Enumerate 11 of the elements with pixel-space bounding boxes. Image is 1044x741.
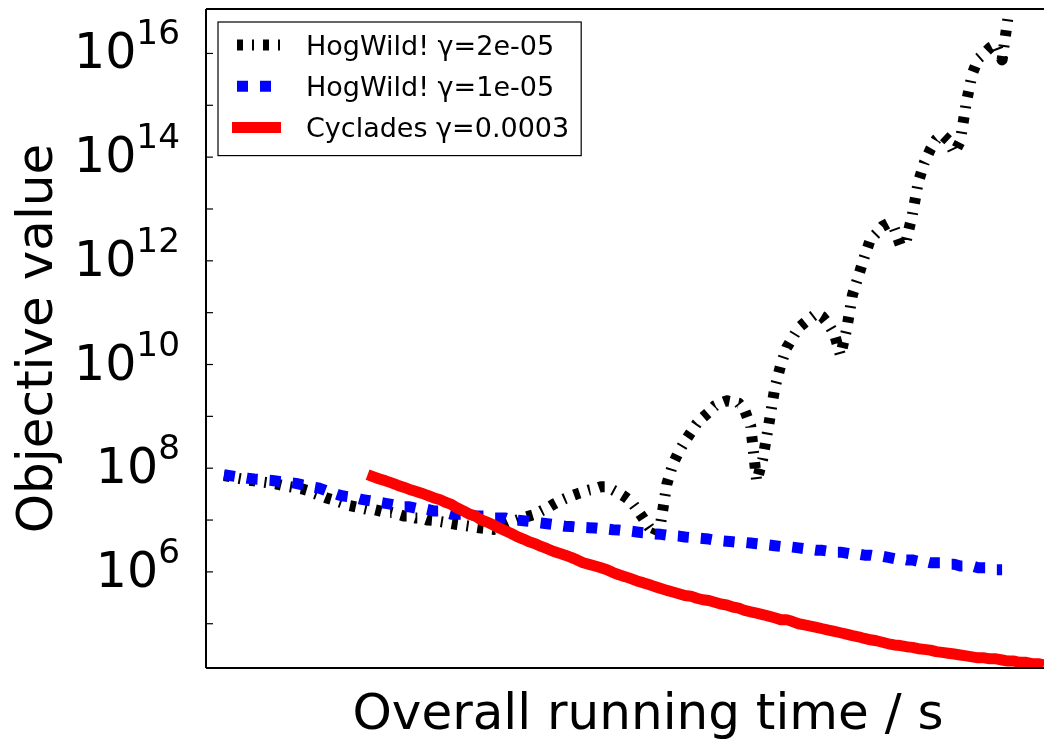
y-tick-label: 10$^{10}$ bbox=[73, 324, 180, 392]
y-tick-label: 10$^{6}$ bbox=[95, 531, 180, 599]
y-tick-label: 10$^{8}$ bbox=[95, 427, 180, 496]
legend-label: HogWild! γ=2e-05 bbox=[306, 29, 555, 61]
x-axis-title: Overall running time / s bbox=[352, 683, 944, 741]
y-tick-label: 10$^{14}$ bbox=[73, 116, 180, 185]
y-tick-label: 10$^{12}$ bbox=[73, 220, 180, 288]
legend-label: HogWild! γ=1e-05 bbox=[306, 71, 555, 103]
legend-label: Cyclades γ=0.0003 bbox=[306, 112, 570, 144]
y-tick-label: 10$^{16}$ bbox=[73, 12, 180, 81]
y-axis-title: Objective value bbox=[6, 143, 64, 534]
